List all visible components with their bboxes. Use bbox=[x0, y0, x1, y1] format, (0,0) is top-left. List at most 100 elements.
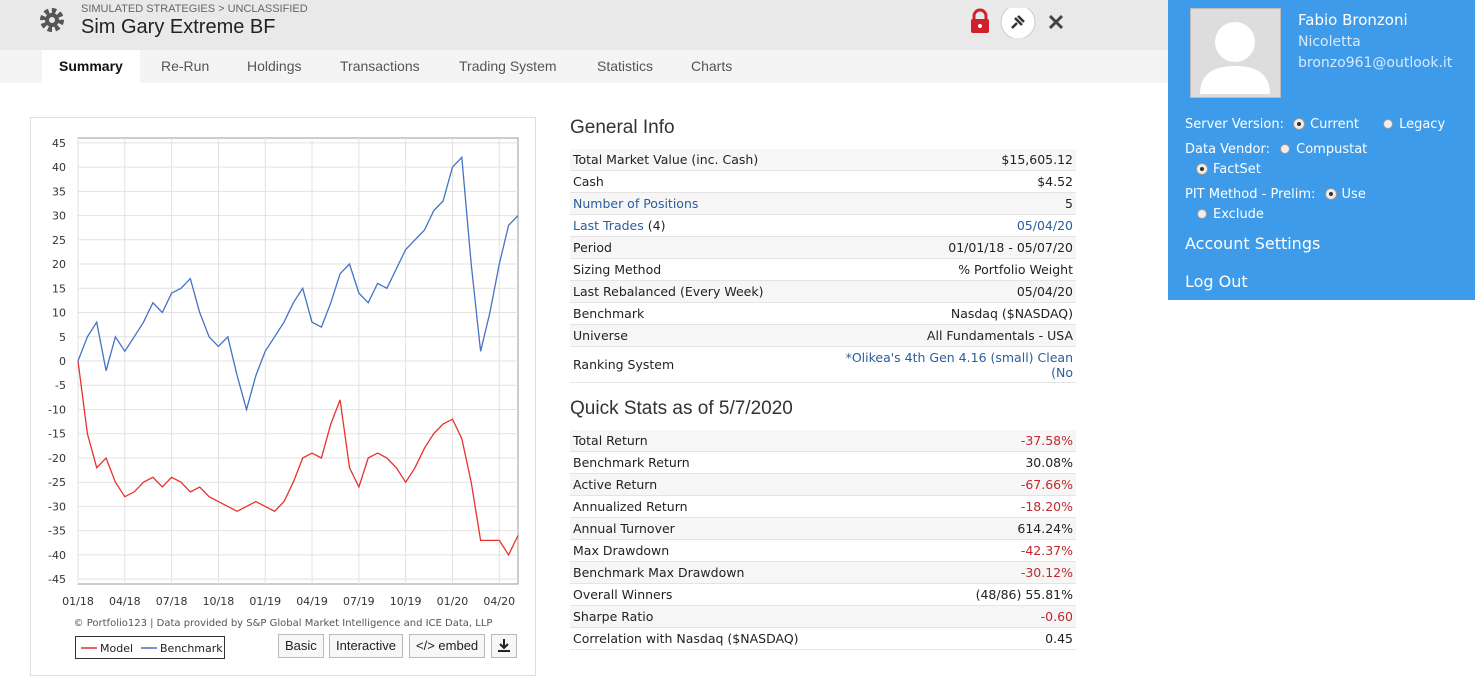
x-tick-label: 04/19 bbox=[296, 595, 328, 608]
tab[interactable]: Summary bbox=[42, 50, 140, 83]
chart-credit: © Portfolio123 | Data provided by S&P Gl… bbox=[74, 618, 493, 629]
user-subname: Nicoletta bbox=[1298, 34, 1361, 50]
legend-label: Model bbox=[100, 642, 133, 655]
header-icons bbox=[971, 8, 1064, 38]
user-email: bronzo961@outlook.it bbox=[1298, 55, 1453, 71]
quick-stats-table: Total Return -37.58% Benchmark Return 30.0… bbox=[570, 430, 1076, 650]
section-title: Quick Stats as of 5/7/2020 bbox=[570, 398, 793, 419]
y-tick-label: -35 bbox=[48, 525, 66, 538]
row-value: 05/04/20 bbox=[830, 280, 1076, 303]
row-label: Benchmark Return bbox=[570, 451, 920, 474]
y-tick-label: 40 bbox=[52, 161, 66, 174]
page-title: Sim Gary Extreme BF bbox=[81, 16, 276, 38]
y-tick-label: 10 bbox=[52, 307, 66, 320]
row-label: Benchmark bbox=[570, 302, 830, 325]
lock-icon[interactable] bbox=[971, 8, 989, 33]
row-label: Ranking System bbox=[570, 346, 830, 383]
y-tick-label: -30 bbox=[48, 500, 66, 513]
legend-label: Benchmark bbox=[160, 642, 223, 655]
close-icon[interactable] bbox=[1048, 14, 1064, 30]
series-line bbox=[77, 360, 519, 557]
row-value: -42.37% bbox=[919, 539, 1076, 562]
y-tick-label: 25 bbox=[52, 234, 66, 247]
row-value: $15,605.12 bbox=[830, 149, 1076, 171]
embed-button[interactable]: </> embed bbox=[409, 634, 486, 658]
radio[interactable] bbox=[1197, 164, 1207, 174]
row-value: -37.58% bbox=[919, 430, 1076, 452]
row-label: Sizing Method bbox=[570, 258, 830, 281]
user-panel: Fabio Bronzoni Nicoletta bronzo961@outlo… bbox=[1168, 0, 1475, 300]
row-label: Overall Winners bbox=[570, 583, 920, 606]
row-label[interactable]: Last Trades bbox=[573, 218, 644, 233]
radio[interactable] bbox=[1294, 119, 1305, 129]
interactive-button[interactable]: Interactive bbox=[329, 634, 403, 658]
row-value: -30.12% bbox=[919, 561, 1076, 584]
radio-label[interactable]: Current bbox=[1310, 117, 1359, 132]
y-tick-label: -20 bbox=[48, 452, 66, 465]
row-value: 614.24% bbox=[919, 517, 1076, 540]
x-tick-label: 04/20 bbox=[483, 595, 515, 608]
row-value: -67.66% bbox=[919, 473, 1076, 496]
row-label: Total Market Value (inc. Cash) bbox=[570, 149, 830, 171]
y-tick-label: -25 bbox=[48, 476, 66, 489]
row-label: Annualized Return bbox=[570, 495, 920, 518]
tab[interactable]: Re-Run bbox=[161, 58, 210, 74]
radio[interactable] bbox=[1197, 209, 1207, 219]
radio-label[interactable]: Legacy bbox=[1399, 117, 1446, 132]
row-label: Last Rebalanced (Every Week) bbox=[570, 280, 830, 303]
row-label[interactable]: Number of Positions bbox=[570, 192, 830, 215]
y-tick-label: 35 bbox=[52, 185, 66, 198]
x-tick-label: 10/18 bbox=[203, 595, 235, 608]
y-tick-label: 45 bbox=[52, 137, 66, 150]
tab[interactable]: Trading System bbox=[459, 58, 557, 74]
radio[interactable] bbox=[1383, 119, 1394, 129]
pin-button[interactable] bbox=[1000, 8, 1036, 38]
menu-link[interactable]: Account Settings bbox=[1185, 234, 1321, 253]
gear-icon[interactable] bbox=[38, 6, 66, 34]
radio-label[interactable]: FactSet bbox=[1213, 162, 1261, 177]
row-value[interactable]: *Olikea's 4th Gen 4.16 (small) Clean (No bbox=[830, 346, 1076, 383]
tab[interactable]: Holdings bbox=[247, 58, 302, 74]
row-value: 01/01/18 - 05/07/20 bbox=[830, 236, 1076, 259]
row-value: Nasdaq ($NASDAQ) bbox=[830, 302, 1076, 325]
basic-button[interactable]: Basic bbox=[278, 634, 324, 658]
radio-label[interactable]: Exclude bbox=[1213, 207, 1264, 222]
x-tick-label: 01/18 bbox=[62, 595, 94, 608]
radio-label[interactable]: Use bbox=[1341, 187, 1366, 202]
row-label: Correlation with Nasdaq ($NASDAQ) bbox=[570, 627, 920, 650]
series-line bbox=[77, 155, 519, 412]
row-label: Total Return bbox=[570, 430, 920, 452]
radio[interactable] bbox=[1280, 144, 1291, 154]
breadcrumb[interactable]: SIMULATED STRATEGIES > UNCLASSIFIED bbox=[81, 3, 308, 15]
radio[interactable] bbox=[1325, 189, 1336, 199]
tab[interactable]: Statistics bbox=[597, 58, 654, 74]
option-label: Data Vendor: bbox=[1185, 142, 1270, 157]
row-label: Annual Turnover bbox=[570, 517, 920, 540]
x-tick-label: 01/20 bbox=[437, 595, 469, 608]
row-label: Period bbox=[570, 236, 830, 259]
tab[interactable]: Transactions bbox=[340, 58, 420, 74]
row-value: % Portfolio Weight bbox=[830, 258, 1076, 281]
row-value: 0.45 bbox=[919, 627, 1076, 650]
y-tick-label: 15 bbox=[52, 282, 66, 295]
section-title: General Info bbox=[570, 117, 675, 138]
y-tick-label: -10 bbox=[48, 403, 66, 416]
row-value: -18.20% bbox=[919, 495, 1076, 518]
menu-link[interactable]: Log Out bbox=[1185, 272, 1248, 291]
y-tick-label: -15 bbox=[48, 428, 66, 441]
download-button[interactable] bbox=[491, 634, 517, 658]
row-label: Cash bbox=[570, 170, 830, 193]
tab[interactable]: Charts bbox=[691, 58, 733, 74]
row-label: Active Return bbox=[570, 473, 920, 496]
row-value: 30.08% bbox=[919, 451, 1076, 474]
radio-label[interactable]: Compustat bbox=[1296, 142, 1368, 157]
y-tick-label: 20 bbox=[52, 258, 66, 271]
chart-box: 45 40 35 30 25 20 15 10 5 0 -5 -10 -15 -20 -25 -30 -35 -4… bbox=[30, 117, 536, 676]
user-name: Fabio Bronzoni bbox=[1298, 11, 1408, 29]
y-tick-label: 5 bbox=[59, 331, 66, 344]
y-tick-label: -40 bbox=[48, 549, 66, 562]
row-value[interactable]: 05/04/20 bbox=[830, 214, 1076, 237]
row-label: Sharpe Ratio bbox=[570, 605, 920, 628]
x-tick-label: 01/19 bbox=[249, 595, 281, 608]
